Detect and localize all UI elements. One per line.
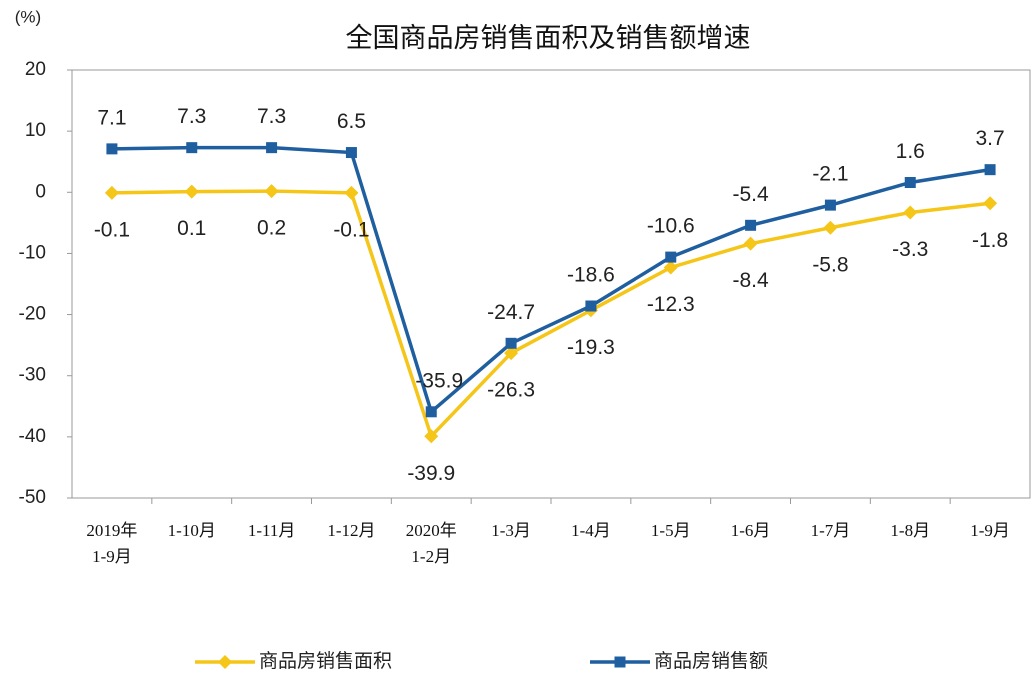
marker (186, 142, 198, 154)
data-label: -18.6 (567, 264, 615, 287)
x-tick-label: 1-2月 (411, 547, 451, 566)
data-label: 0.2 (257, 217, 286, 240)
marker (504, 346, 519, 361)
legend-marker (218, 655, 232, 669)
y-tick-label: -10 (19, 242, 46, 263)
marker (823, 220, 838, 235)
data-label: -8.4 (732, 269, 769, 292)
marker (344, 185, 359, 200)
data-label: -2.1 (812, 163, 848, 186)
marker (745, 219, 757, 231)
y-tick-label: -20 (19, 304, 46, 325)
data-label: -35.9 (415, 369, 463, 392)
data-label: -24.7 (487, 301, 535, 324)
x-tick-label: 2019年 (86, 521, 137, 540)
marker (104, 185, 119, 200)
marker (903, 205, 918, 220)
data-label: -0.1 (94, 218, 130, 241)
data-label: -1.8 (972, 229, 1008, 252)
data-label: -3.3 (892, 238, 928, 261)
marker (345, 147, 357, 159)
y-tick-label: -30 (19, 365, 46, 386)
data-label: 7.3 (177, 105, 206, 128)
data-label: 6.5 (337, 110, 366, 133)
x-tick-label: 1-6月 (731, 521, 771, 540)
x-tick-label: 2020年 (406, 521, 457, 540)
data-label: -19.3 (567, 336, 615, 359)
y-tick-label: 10 (25, 120, 46, 141)
data-label: -5.4 (732, 183, 769, 206)
data-label: -10.6 (647, 215, 695, 238)
x-tick-label: 1-12月 (327, 521, 375, 540)
marker (266, 142, 278, 154)
series-line (111, 189, 991, 440)
chart-title: 全国商品房销售面积及销售额增速 (346, 23, 751, 53)
legend-marker (614, 656, 626, 668)
x-tick-label: 1-9月 (970, 521, 1010, 540)
marker (264, 184, 279, 199)
marker (743, 236, 758, 251)
legend-label: 商品房销售面积 (259, 650, 392, 672)
series-line (111, 145, 991, 415)
x-tick-label: 1-3月 (491, 521, 531, 540)
marker (424, 429, 439, 444)
y-tick-label: -50 (19, 487, 46, 508)
y-tick-label: 0 (35, 181, 46, 202)
data-label: -0.1 (333, 218, 369, 241)
data-label: -39.9 (407, 462, 455, 485)
marker (824, 199, 836, 211)
y-axis-label: (%) (15, 7, 41, 26)
x-tick-label: 1-8月 (890, 521, 930, 540)
data-label: -12.3 (647, 293, 695, 316)
x-tick-label: 1-11月 (248, 521, 296, 540)
marker (983, 196, 998, 211)
x-tick-label: 1-9月 (92, 547, 132, 566)
x-tick-label: 1-10月 (168, 521, 216, 540)
legend-label: 商品房销售额 (654, 650, 768, 672)
marker (663, 260, 678, 275)
x-tick-label: 1-7月 (811, 521, 851, 540)
data-label: -26.3 (487, 379, 535, 402)
data-label: 7.3 (257, 105, 286, 128)
marker (505, 337, 517, 349)
data-label: 7.1 (97, 106, 126, 129)
x-tick-label: 1-4月 (571, 521, 611, 540)
marker (585, 300, 597, 312)
marker (984, 164, 996, 176)
data-label: 3.7 (975, 127, 1004, 150)
data-label: 1.6 (896, 140, 925, 163)
marker (904, 177, 916, 189)
y-tick-label: -40 (19, 426, 46, 447)
marker (106, 143, 118, 155)
data-label: 0.1 (177, 217, 206, 240)
x-tick-label: 1-5月 (651, 521, 691, 540)
data-label: -5.8 (812, 253, 848, 276)
y-tick-label: 20 (25, 59, 46, 80)
marker (425, 406, 437, 418)
marker (665, 251, 677, 263)
marker (184, 184, 199, 199)
